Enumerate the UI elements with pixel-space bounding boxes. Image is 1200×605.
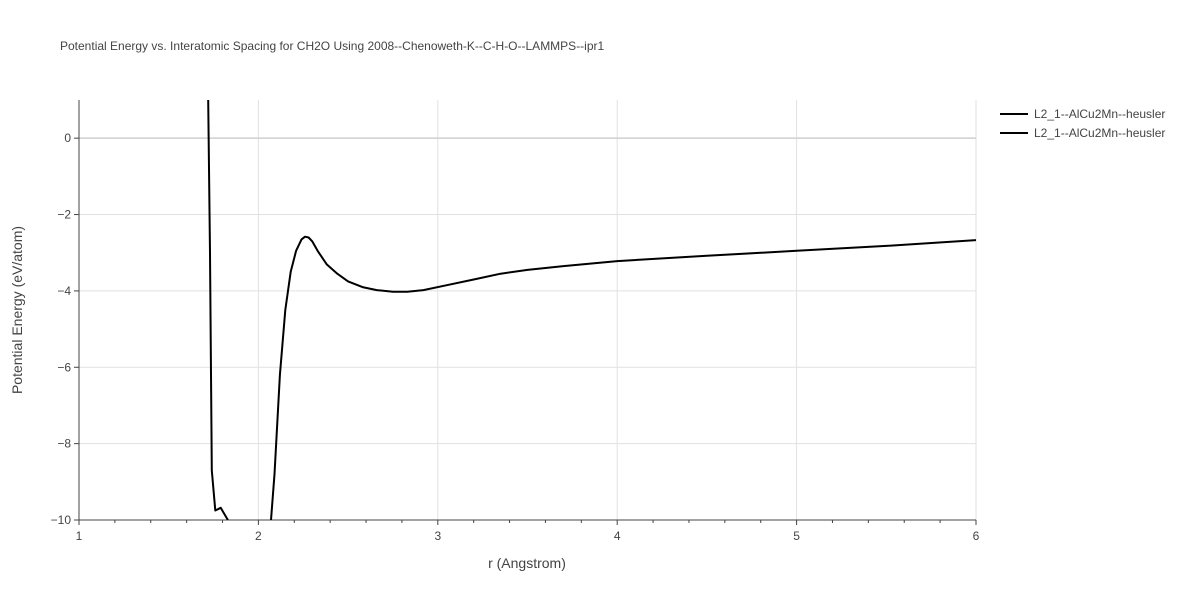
series-line-2 — [270, 235, 976, 520]
tick-layer: 1 2 3 4 5 6 0 −2 −4 −6 −8 −10 — [51, 131, 980, 543]
y-tick-label: −6 — [57, 360, 71, 374]
grid-layer — [79, 100, 977, 520]
legend-item-2[interactable]: L2_1--AlCu2Mn--heusler — [1000, 126, 1165, 140]
legend-label: L2_1--AlCu2Mn--heusler — [1034, 107, 1165, 121]
y-tick-label: −8 — [57, 437, 71, 451]
x-tick-label: 2 — [255, 529, 262, 543]
legend-label: L2_1--AlCu2Mn--heusler — [1034, 126, 1165, 140]
y-tick-label: −4 — [57, 284, 71, 298]
x-tick-label: 6 — [973, 529, 980, 543]
x-tick-label: 3 — [434, 529, 441, 543]
y-tick-label: −2 — [57, 208, 71, 222]
series-layer — [207, 100, 976, 520]
y-axis-title: Potential Energy (eV/atom) — [9, 226, 25, 394]
y-tick-label: −10 — [51, 513, 72, 527]
x-tick-label: 5 — [793, 529, 800, 543]
y-tick-label: 0 — [64, 131, 71, 145]
series-line-1 — [207, 100, 229, 520]
x-tick-label: 4 — [614, 529, 621, 543]
x-tick-label: 1 — [76, 529, 83, 543]
chart-title: Potential Energy vs. Interatomic Spacing… — [60, 39, 605, 53]
legend-item-1[interactable]: L2_1--AlCu2Mn--heusler — [1000, 107, 1165, 121]
legend[interactable]: L2_1--AlCu2Mn--heusler L2_1--AlCu2Mn--heu… — [1000, 107, 1165, 140]
axis-layer — [78, 100, 976, 521]
x-axis-title: r (Angstrom) — [488, 555, 566, 571]
